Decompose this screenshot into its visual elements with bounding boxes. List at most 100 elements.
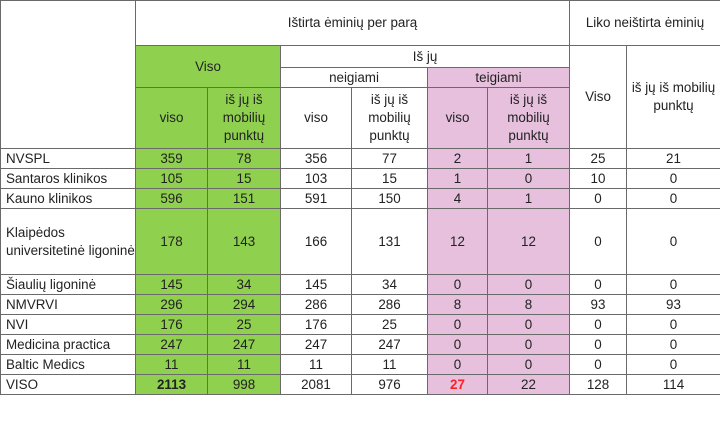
total-mobile-sub-header: iš jų iš mobilių punktų — [207, 87, 281, 149]
totals-total-mobile: 998 — [207, 374, 281, 395]
table-row: Kauno klinikos 596 151 591 150 4 1 0 0 — [0, 188, 720, 209]
row-name: Santaros klinikos — [0, 168, 136, 189]
row-name: Kauno klinikos — [0, 188, 136, 209]
row-total-mobile: 294 — [207, 294, 281, 315]
row-remaining-mobile: 0 — [626, 188, 720, 209]
row-remaining-mobile: 0 — [626, 354, 720, 375]
totals-row: VISO 2113 998 2081 976 27 22 128 114 — [0, 374, 720, 395]
row-negative-mobile: 15 — [351, 168, 428, 189]
row-positive-mobile: 1 — [487, 188, 570, 209]
tested-per-day-header: Ištirta ėminių per parą — [135, 0, 570, 46]
totals-total: 2113 — [135, 374, 208, 395]
row-total-mobile: 151 — [207, 188, 281, 209]
totals-negative-mobile: 976 — [351, 374, 428, 395]
row-remaining-mobile: 0 — [626, 208, 720, 275]
table-row: Medicina practica 247 247 247 247 0 0 0 … — [0, 334, 720, 355]
positive-mobile-sub-header: iš jų iš mobilių punktų — [487, 87, 570, 149]
row-remaining: 10 — [569, 168, 627, 189]
row-negative-mobile: 150 — [351, 188, 428, 209]
row-total-mobile: 11 — [207, 354, 281, 375]
row-negative: 103 — [280, 168, 352, 189]
row-total: 247 — [135, 334, 208, 355]
row-positive-mobile: 8 — [487, 294, 570, 315]
table-row: NVSPL 359 78 356 77 2 1 25 21 — [0, 148, 720, 169]
row-name: Medicina practica — [0, 334, 136, 355]
totals-remaining: 128 — [569, 374, 627, 395]
row-positive: 0 — [427, 334, 488, 355]
row-remaining: 0 — [569, 334, 627, 355]
row-remaining-mobile: 93 — [626, 294, 720, 315]
row-total: 296 — [135, 294, 208, 315]
row-total-mobile: 247 — [207, 334, 281, 355]
remaining-untested-header: Liko neištirta ėminių — [569, 0, 720, 46]
row-name: Baltic Medics — [0, 354, 136, 375]
row-total: 596 — [135, 188, 208, 209]
row-negative-mobile: 11 — [351, 354, 428, 375]
row-positive: 2 — [427, 148, 488, 169]
row-negative: 145 — [280, 274, 352, 295]
totals-remaining-mobile: 114 — [626, 374, 720, 395]
row-negative: 356 — [280, 148, 352, 169]
corner-cell — [0, 0, 136, 149]
row-total: 145 — [135, 274, 208, 295]
row-positive: 0 — [427, 274, 488, 295]
total-group-header: Viso — [135, 45, 281, 88]
row-total: 11 — [135, 354, 208, 375]
row-name: NMVRVI — [0, 294, 136, 315]
row-positive: 8 — [427, 294, 488, 315]
total-sub-header: viso — [135, 87, 208, 149]
row-remaining: 25 — [569, 148, 627, 169]
lab-results-table: Ištirta ėminių per parą Liko neištirta ė… — [0, 0, 720, 395]
row-total-mobile: 78 — [207, 148, 281, 169]
row-total-mobile: 143 — [207, 208, 281, 275]
row-positive-mobile: 0 — [487, 314, 570, 335]
row-negative-mobile: 34 — [351, 274, 428, 295]
row-remaining-mobile: 0 — [626, 314, 720, 335]
totals-name: VISO — [0, 374, 136, 395]
row-negative: 166 — [280, 208, 352, 275]
remaining-mobile-header: iš jų iš mobilių punktų — [626, 45, 720, 149]
row-remaining-mobile: 0 — [626, 168, 720, 189]
row-negative-mobile: 131 — [351, 208, 428, 275]
row-positive: 0 — [427, 314, 488, 335]
table-row: Santaros klinikos 105 15 103 15 1 0 10 0 — [0, 168, 720, 189]
table-row: NVI 176 25 176 25 0 0 0 0 — [0, 314, 720, 335]
row-positive-mobile: 1 — [487, 148, 570, 169]
negative-header: neigiami — [280, 67, 428, 88]
row-remaining: 0 — [569, 314, 627, 335]
row-positive-mobile: 0 — [487, 168, 570, 189]
row-negative: 11 — [280, 354, 352, 375]
row-remaining-mobile: 21 — [626, 148, 720, 169]
row-negative-mobile: 286 — [351, 294, 428, 315]
row-remaining-mobile: 0 — [626, 334, 720, 355]
row-positive: 0 — [427, 354, 488, 375]
row-remaining: 93 — [569, 294, 627, 315]
row-remaining: 0 — [569, 208, 627, 275]
totals-positive-mobile: 22 — [487, 374, 570, 395]
row-remaining: 0 — [569, 354, 627, 375]
positive-sub-header: viso — [427, 87, 488, 149]
row-total: 176 — [135, 314, 208, 335]
row-negative-mobile: 247 — [351, 334, 428, 355]
row-negative-mobile: 25 — [351, 314, 428, 335]
row-positive: 1 — [427, 168, 488, 189]
row-positive-mobile: 0 — [487, 354, 570, 375]
row-remaining: 0 — [569, 274, 627, 295]
row-total: 178 — [135, 208, 208, 275]
row-name: NVSPL — [0, 148, 136, 169]
negative-sub-header: viso — [280, 87, 352, 149]
row-positive-mobile: 0 — [487, 274, 570, 295]
remaining-total-header: Viso — [569, 45, 627, 149]
row-total: 359 — [135, 148, 208, 169]
totals-negative: 2081 — [280, 374, 352, 395]
table-row: Baltic Medics 11 11 11 11 0 0 0 0 — [0, 354, 720, 375]
table-row: Šiaulių ligoninė 145 34 145 34 0 0 0 0 — [0, 274, 720, 295]
row-remaining-mobile: 0 — [626, 274, 720, 295]
row-total: 105 — [135, 168, 208, 189]
of-which-header: Iš jų — [280, 45, 570, 68]
negative-mobile-sub-header: iš jų iš mobilių punktų — [351, 87, 428, 149]
row-total-mobile: 34 — [207, 274, 281, 295]
row-negative: 591 — [280, 188, 352, 209]
row-negative: 286 — [280, 294, 352, 315]
positive-header: teigiami — [427, 67, 570, 88]
